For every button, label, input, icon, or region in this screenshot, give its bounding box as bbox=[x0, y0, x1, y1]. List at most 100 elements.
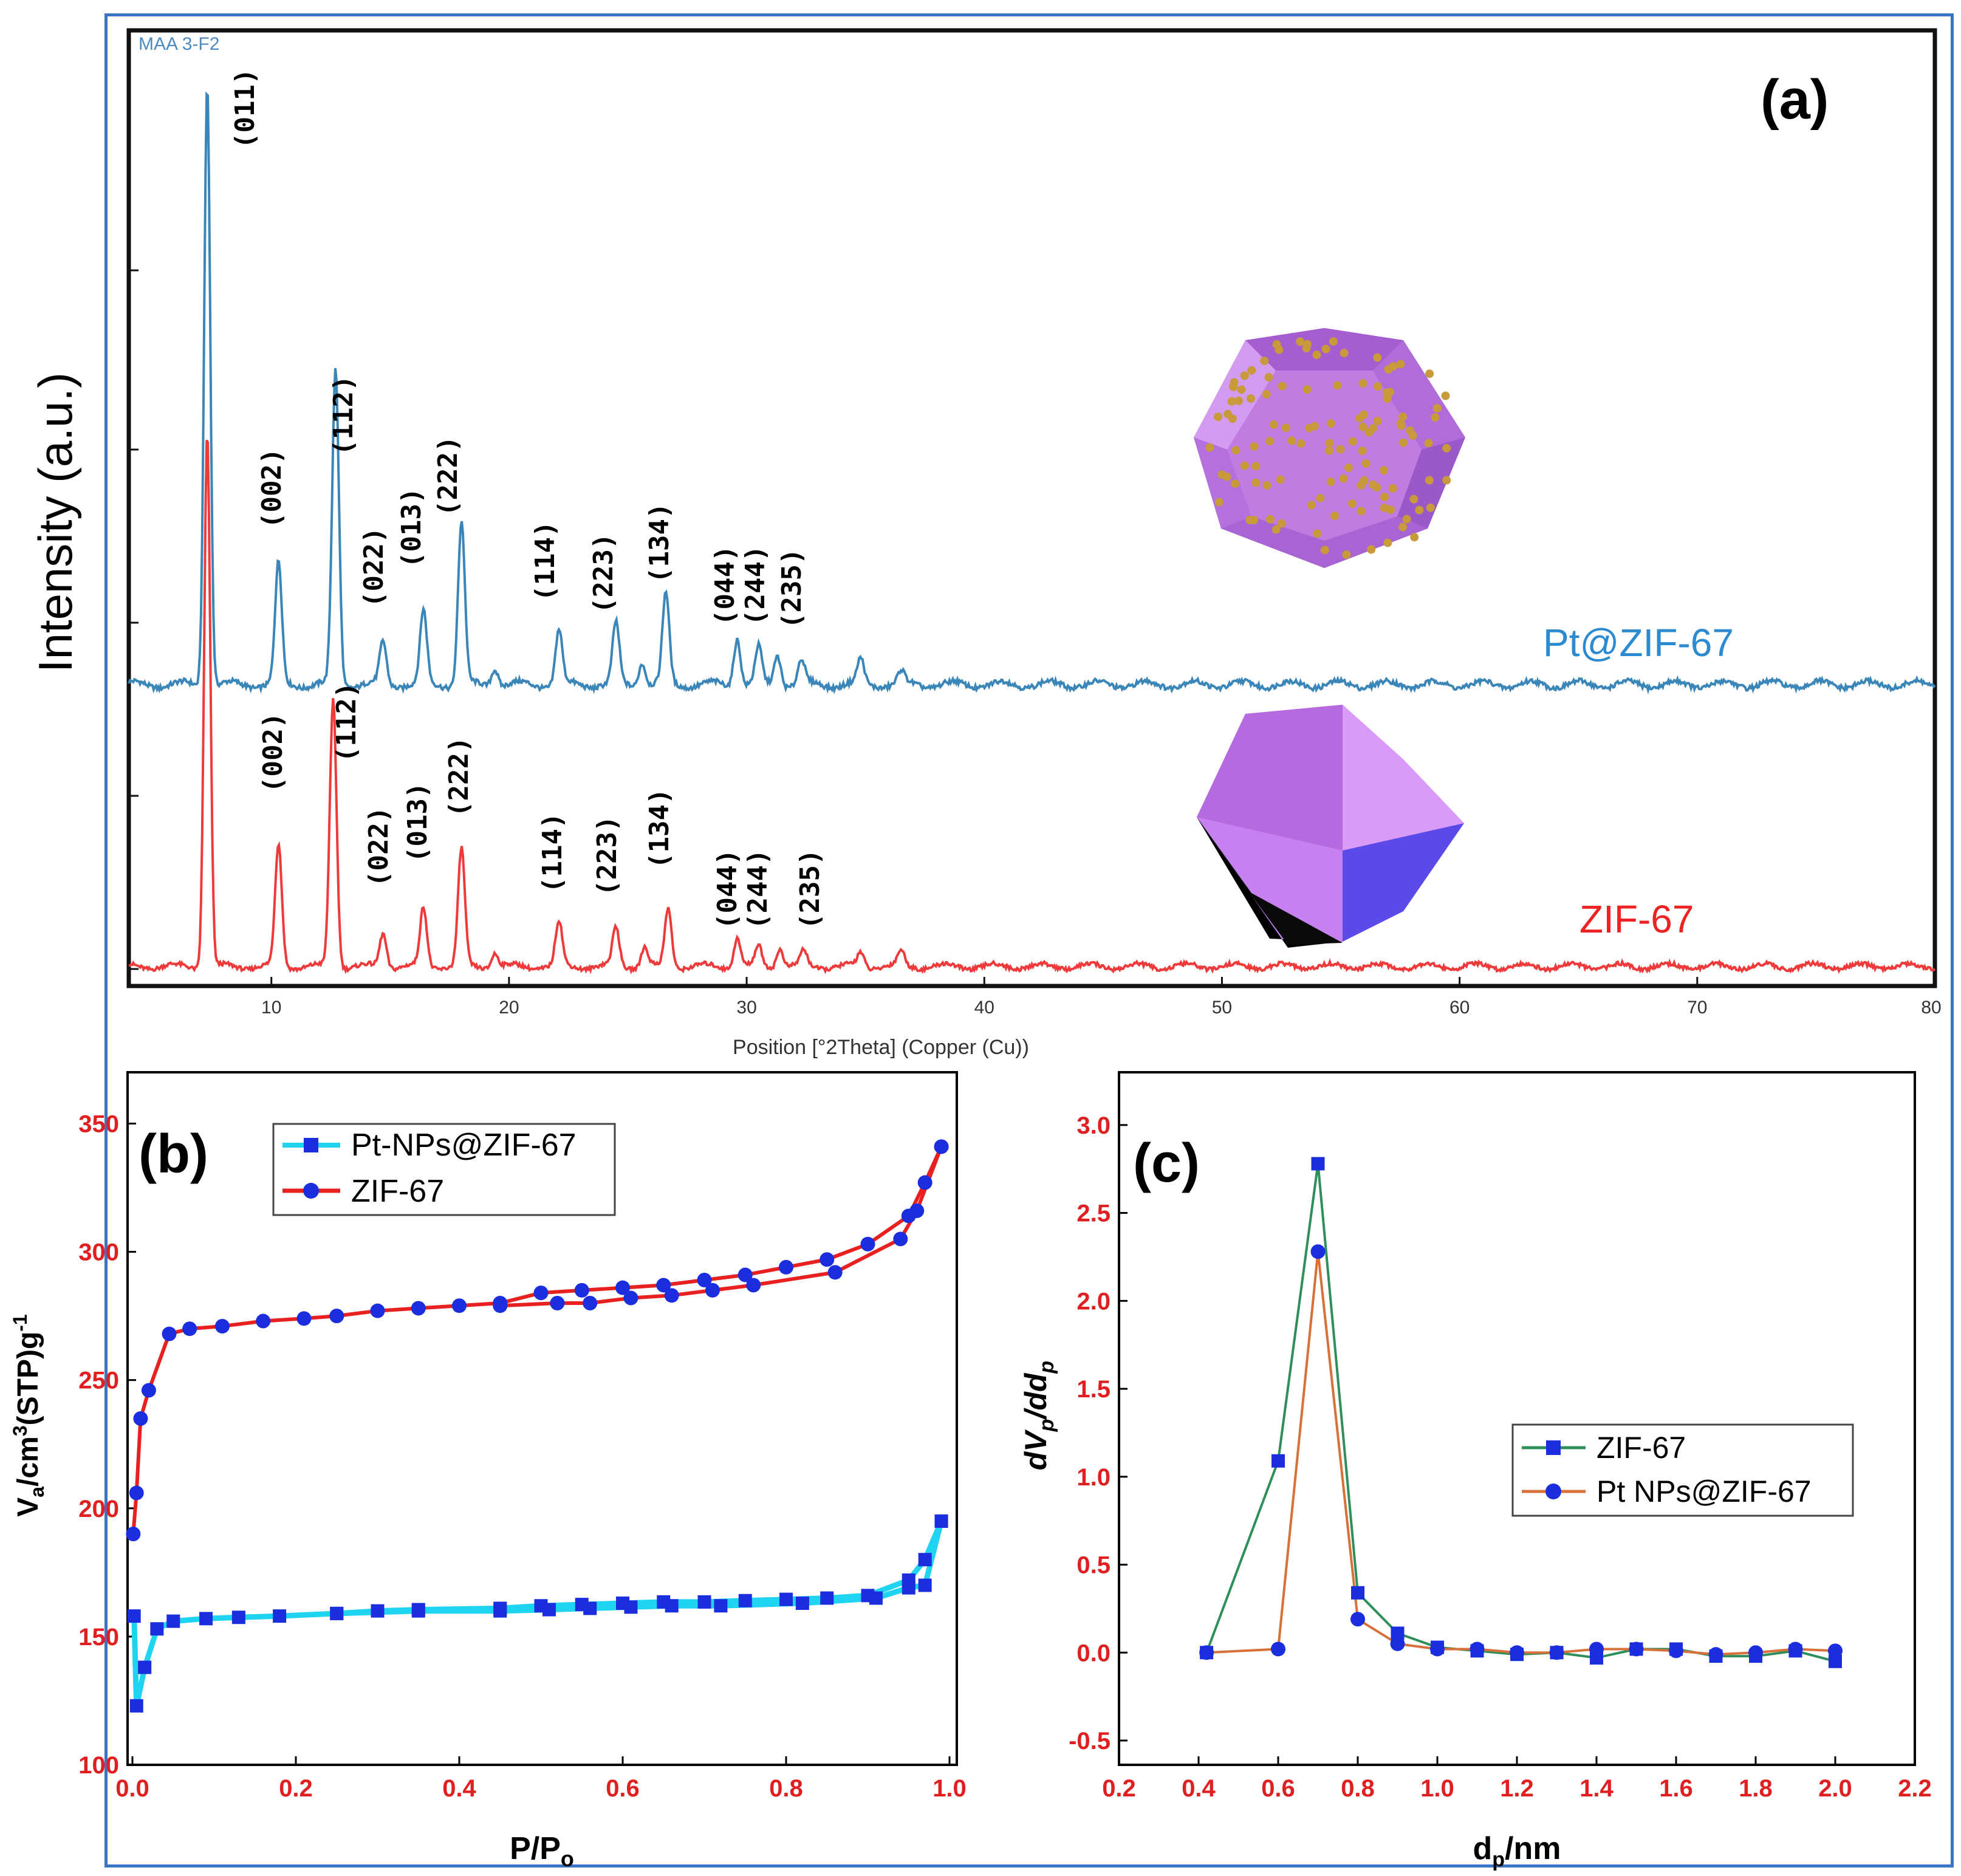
panel-b-ticks: 0.0 0.2 0.4 0.6 0.8 1.0 100 150 200 250 300 350 bbox=[78, 1111, 967, 1802]
nanoparticle-dot bbox=[1336, 445, 1345, 454]
hkl-annotation: (013) bbox=[396, 488, 427, 568]
nanoparticle-dot bbox=[1409, 495, 1419, 504]
hkl-annotation: (223) bbox=[592, 816, 623, 896]
hkl-annotation: (013) bbox=[402, 782, 433, 863]
nanoparticle-dot bbox=[1398, 438, 1408, 447]
nanoparticle-dot bbox=[1250, 442, 1259, 451]
panel-c-x-axis-label: dp/nm bbox=[1473, 1831, 1561, 1871]
pt-zif67-crystal-illustration bbox=[1194, 328, 1465, 568]
panel-c-y-axis-label: dVp/ddp bbox=[1019, 1361, 1058, 1470]
data-point bbox=[746, 1278, 761, 1293]
panel-a-x-tick-label: 30 bbox=[736, 998, 756, 1018]
data-point bbox=[126, 1527, 141, 1541]
panel-b-legend: Pt-NPs@ZIF-67 ZIF-67 bbox=[272, 1123, 616, 1216]
hkl-annotation: (134) bbox=[644, 789, 675, 869]
data-point bbox=[934, 1514, 948, 1528]
panel-a-x-tick-label: 40 bbox=[974, 998, 994, 1018]
legend-label-pt-nps-zif67: Pt-NPs@ZIF-67 bbox=[351, 1128, 577, 1163]
legend-marker-circle-c bbox=[1545, 1484, 1561, 1499]
data-point bbox=[714, 1599, 728, 1613]
data-point bbox=[166, 1614, 180, 1628]
figure-frame bbox=[104, 13, 1954, 1867]
panel-c-x-tick-label: 1.4 bbox=[1579, 1775, 1614, 1802]
nanoparticle-dot bbox=[1240, 371, 1249, 380]
panel-a-x-tick-label: 10 bbox=[261, 998, 281, 1018]
hkl-annotation: (244) bbox=[740, 546, 771, 626]
nanoparticle-dot bbox=[1260, 357, 1269, 365]
data-point bbox=[452, 1298, 467, 1313]
data-point bbox=[182, 1321, 197, 1337]
data-point bbox=[893, 1231, 908, 1247]
panel-c-x-tick-label: 1.2 bbox=[1500, 1775, 1534, 1802]
data-point bbox=[738, 1267, 753, 1282]
data-point bbox=[918, 1553, 932, 1567]
nanoparticle-dot bbox=[1396, 360, 1405, 369]
nanoparticle-dot bbox=[1278, 382, 1287, 391]
nanoparticle-dot bbox=[1276, 475, 1285, 484]
panel-a-y-axis-label: Intensity (a.u.) bbox=[29, 372, 82, 673]
panel-c-x-tick-label: 0.6 bbox=[1261, 1775, 1295, 1802]
data-point bbox=[330, 1606, 344, 1620]
series-label-pt-zif67: Pt@ZIF-67 bbox=[1543, 621, 1734, 665]
data-point bbox=[902, 1581, 915, 1595]
panel-c-x-tick-label: 2.2 bbox=[1898, 1775, 1932, 1802]
data-point bbox=[1351, 1586, 1364, 1600]
nanoparticle-dot bbox=[1347, 499, 1357, 508]
legend-marker-square bbox=[304, 1138, 318, 1152]
data-point bbox=[574, 1282, 589, 1298]
data-point bbox=[624, 1600, 638, 1614]
nanoparticle-dot bbox=[1264, 373, 1273, 382]
panel-a-plot-frame bbox=[126, 28, 1937, 988]
nanoparticle-dot bbox=[1380, 466, 1389, 475]
nanoparticle-dot bbox=[1358, 379, 1367, 388]
nanoparticle-dot bbox=[1358, 447, 1367, 456]
nanoparticle-dot bbox=[1442, 476, 1451, 485]
nanoparticle-dot bbox=[1287, 436, 1296, 445]
nanoparticle-dot bbox=[1313, 529, 1322, 538]
panel-c-x-tick-label: 1.0 bbox=[1420, 1775, 1454, 1802]
data-point bbox=[860, 1236, 875, 1251]
data-point bbox=[1310, 1244, 1326, 1259]
data-point bbox=[256, 1313, 271, 1329]
nanoparticle-dot bbox=[1296, 439, 1306, 448]
hkl-annotation: (002) bbox=[258, 713, 289, 793]
data-point bbox=[1629, 1642, 1644, 1657]
nanoparticle-dot bbox=[1340, 349, 1349, 358]
panel-b: 0.0 0.2 0.4 0.6 0.8 1.0 100 150 200 250 300 350 (b)… bbox=[9, 1071, 967, 1871]
nanoparticle-dot bbox=[1262, 481, 1271, 490]
nanoparticle-dot bbox=[1402, 515, 1411, 524]
panel-b-x-tick-label: 0.6 bbox=[606, 1775, 640, 1802]
nanoparticle-dot bbox=[1357, 507, 1366, 516]
panel-a-x-axis-label: Position [°2Theta] (Copper (Cu)) bbox=[733, 1036, 1029, 1059]
nanoparticle-dot bbox=[1442, 443, 1451, 453]
nanoparticle-dot bbox=[1321, 344, 1330, 354]
data-point bbox=[705, 1282, 720, 1298]
panel-a-label: (a) bbox=[1761, 69, 1829, 131]
nanoparticle-dot bbox=[1214, 498, 1223, 507]
nanoparticle-dot bbox=[1358, 422, 1367, 431]
panel-a-annotations-bottom: (002) (112) (022) (013) (222) (114) (223) (134)… bbox=[258, 682, 826, 929]
data-point bbox=[1390, 1636, 1405, 1651]
data-point bbox=[493, 1298, 508, 1313]
panel-c-x-tick-label: 0.8 bbox=[1341, 1775, 1375, 1802]
panel-c-y-tick-label: 1.0 bbox=[1076, 1464, 1111, 1491]
nanoparticle-dot bbox=[1205, 443, 1214, 452]
hkl-annotation: (223) bbox=[588, 533, 619, 614]
nanoparticle-dot bbox=[1251, 478, 1261, 487]
data-point bbox=[1350, 1612, 1365, 1627]
data-point bbox=[542, 1603, 556, 1617]
panel-c-ticks: 0.2 0.4 0.6 0.8 1.0 1.2 1.4 1.6 1.8 2.0 2.2 -0.5 0.0… bbox=[1069, 1112, 1932, 1802]
panel-a-x-tick-label: 60 bbox=[1449, 998, 1470, 1018]
hkl-annotation: (011) bbox=[230, 69, 261, 149]
nanoparticle-dot bbox=[1360, 476, 1369, 485]
legend-marker-square-c bbox=[1546, 1440, 1561, 1455]
source-label: MAA 3-F2 bbox=[139, 34, 219, 54]
panel-a: 10 20 30 40 50 60 70 80 (011)(002)(112)(022) (01… bbox=[29, 28, 1942, 1059]
nanoparticle-dot bbox=[1302, 385, 1312, 394]
nanoparticle-dot bbox=[1369, 424, 1378, 433]
data-point bbox=[820, 1591, 834, 1605]
hkl-annotation: (235) bbox=[776, 549, 807, 629]
panel-c-y-tick-label: 1.5 bbox=[1076, 1376, 1111, 1403]
panel-c-x-tick-label: 2.0 bbox=[1818, 1775, 1852, 1802]
nanoparticle-dot bbox=[1266, 515, 1275, 524]
